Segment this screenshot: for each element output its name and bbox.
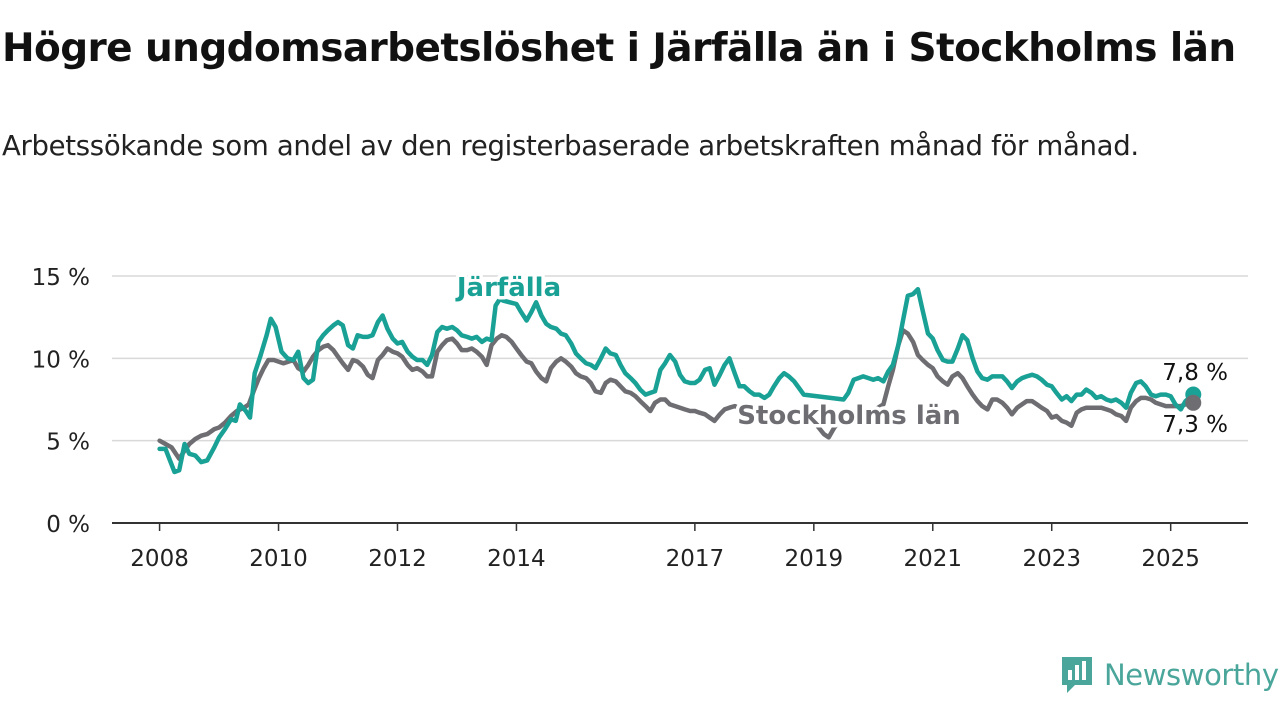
x-tick-label: 2017 bbox=[666, 546, 725, 572]
end-label-stockholm: 7,3 % bbox=[1162, 412, 1228, 438]
series-line-stockholm bbox=[157, 328, 1196, 462]
x-tick-label: 2021 bbox=[904, 546, 963, 572]
x-tick-label: 2025 bbox=[1141, 546, 1200, 572]
y-tick-label: 5 % bbox=[46, 430, 90, 456]
series-line-jarfalla bbox=[157, 286, 1196, 475]
x-tick-label: 2023 bbox=[1022, 546, 1081, 572]
axes: 0 % 5 % 10 % 15 % 2008 2010 2012 2014 2017 2019 20… bbox=[32, 265, 1248, 572]
x-tick-label: 2014 bbox=[487, 546, 546, 572]
x-tick-label: 2019 bbox=[785, 546, 844, 572]
newsworthy-logo-icon bbox=[1062, 657, 1092, 693]
y-tick-label: 0 % bbox=[46, 512, 90, 538]
chart-title: Högre ungdomsarbetslöshet i Järfälla än … bbox=[2, 26, 1236, 71]
series-label-jarfalla: Järfälla bbox=[455, 273, 561, 303]
series-label-stockholm: Stockholms län bbox=[737, 401, 961, 431]
brand-name: Newsworthy bbox=[1104, 658, 1279, 692]
y-tick-label: 10 % bbox=[32, 347, 90, 373]
end-label-jarfalla: 7,8 % bbox=[1162, 360, 1228, 386]
y-tick-label: 15 % bbox=[32, 265, 90, 291]
x-tick-label: 2010 bbox=[249, 546, 308, 572]
x-tick-label: 2012 bbox=[368, 546, 427, 572]
chart-subtitle: Arbetssökande som andel av den registerb… bbox=[2, 130, 1139, 162]
x-tick-label: 2008 bbox=[130, 546, 189, 572]
end-point-stockholm bbox=[1185, 394, 1202, 411]
newsworthy-brand[interactable]: Newsworthy bbox=[1059, 652, 1279, 698]
series-lines bbox=[157, 286, 1202, 475]
series-labels: Järfälla Stockholms län 7,8 % 7,3 % bbox=[451, 270, 1231, 442]
